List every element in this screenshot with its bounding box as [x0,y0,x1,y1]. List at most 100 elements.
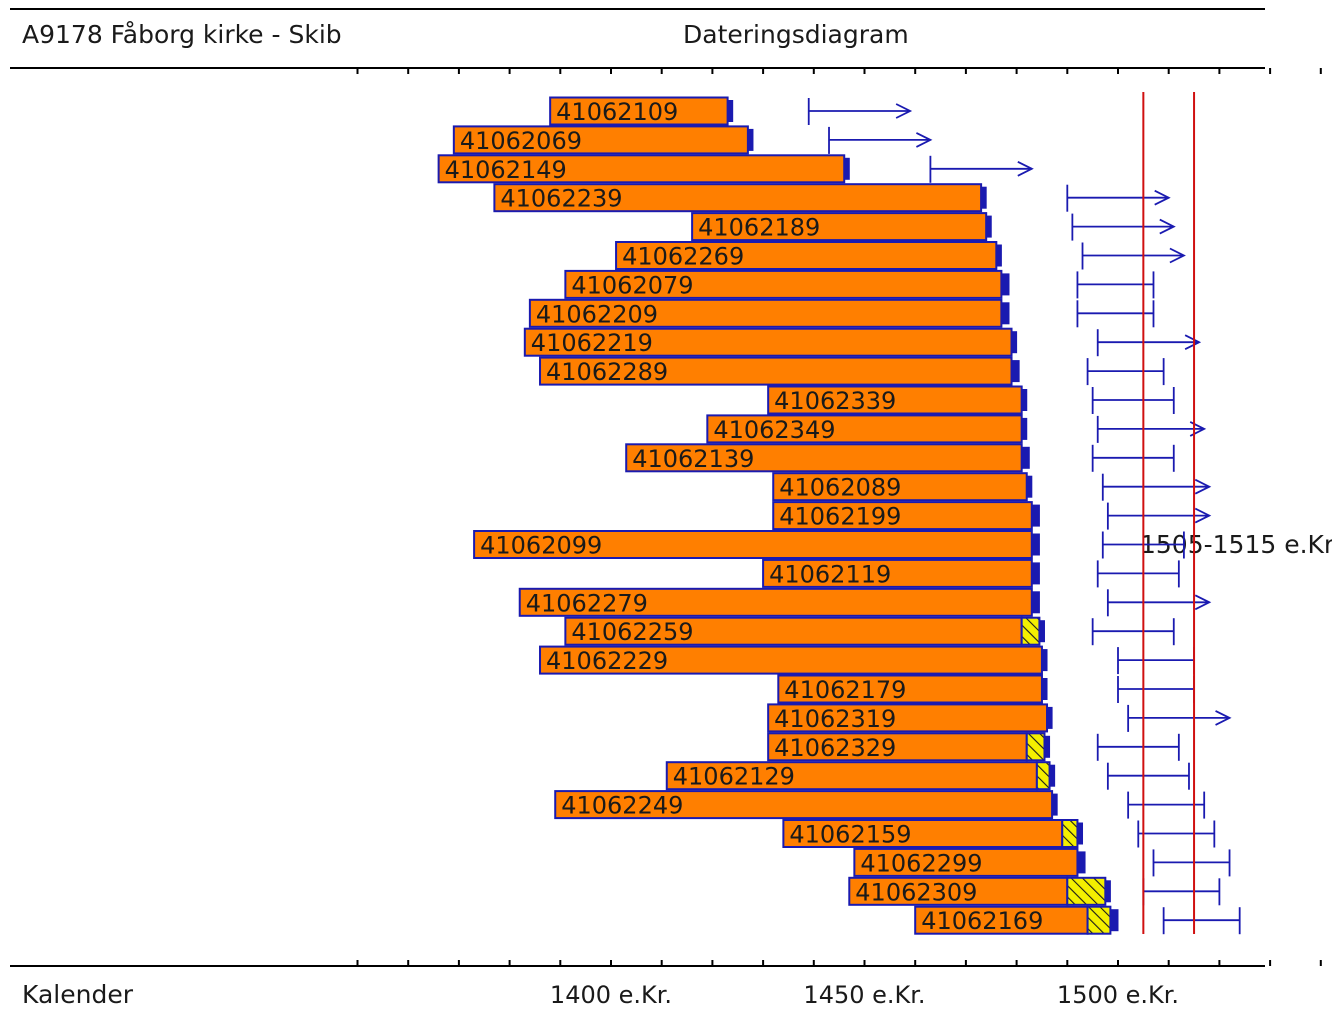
dating-range-41062299 [1152,849,1231,877]
sample-bar-41062089: 41062089 [772,472,1033,502]
dating-range-41062179 [1117,676,1195,703]
dating-range-41062119 [1096,560,1180,588]
heartwood-bar [665,761,1038,791]
range-arrow [916,132,933,148]
sample-bar-41062109: 41062109 [549,96,734,126]
sample-bar-41062079: 41062079 [564,269,1010,299]
range-arrow [1184,334,1202,351]
sample-bar-41062119: 41062119 [762,558,1040,588]
dating-range-41062209 [1076,300,1155,328]
sample-label: 41062239 [500,185,622,213]
end-marker [1041,649,1048,672]
heartwood-bar [437,154,846,184]
dating-range-41062279 [1106,589,1212,617]
sapwood-segment [1086,905,1112,935]
dating-range-41062339 [1091,387,1175,414]
sample-label: 41062119 [769,560,891,588]
end-marker [980,186,987,209]
heartwood-bar [452,125,749,155]
sapwood-segment [1020,616,1041,646]
x-tick-label: 1450 e.Kr. [803,981,925,1009]
dating-range-41062109 [807,98,913,125]
sample-bar-41062209: 41062209 [528,298,1010,328]
dating-range-41062129 [1106,762,1190,790]
sample-label: 41062129 [673,763,795,791]
sample-bar-41062189: 41062189 [691,212,992,242]
end-marker [995,244,1002,267]
end-marker [1026,475,1033,498]
end-marker [1021,417,1028,440]
sample-bar-41062159: 41062159 [782,819,1084,849]
dating-range-41062149 [929,155,1034,183]
range-arrow [1017,160,1034,177]
x-tick-label: 1500 e.Kr. [1057,981,1179,1009]
end-marker [1000,273,1010,296]
range-arrow [1154,189,1171,206]
end-marker [1021,389,1028,411]
heartwood-bar [473,530,1033,559]
heartwood-bar [549,96,729,126]
sample-bar-41062319: 41062319 [767,703,1053,733]
chart-title: A9178 Fåborg kirke - Skib [22,20,342,49]
heartwood-bar [518,587,1033,617]
sample-bar-41062349: 41062349 [706,414,1028,444]
sample-label: 41062089 [779,474,901,502]
range-arrow [1215,710,1232,726]
end-marker [1109,909,1119,932]
chart-subtitle: Dateringsdiagram [683,20,909,49]
dating-ranges [807,98,1241,935]
sample-bar-41062229: 41062229 [539,645,1048,675]
heartwood-bar [554,790,1054,820]
range-arrow [1194,507,1212,524]
sapwood-segment [1066,876,1107,906]
sample-label: 41062299 [860,849,982,877]
sample-label: 41062149 [445,156,567,184]
sample-label: 41062289 [546,358,668,386]
dating-range-41062239 [1066,184,1171,212]
end-marker [1038,620,1045,643]
end-marker [1031,533,1040,556]
sample-label: 41062259 [571,618,693,646]
sample-label: 41062309 [855,878,977,906]
heartwood-bar [528,298,1003,328]
end-marker [1051,793,1058,816]
end-marker [1011,331,1018,354]
dating-range-41062159 [1137,820,1216,848]
end-marker [1076,822,1084,845]
range-arrow [895,103,913,119]
sapwood-segment [1061,819,1079,848]
dating-range-41062249 [1127,791,1206,819]
sample-bar-41062149: 41062149 [437,154,850,184]
end-marker [1041,678,1048,700]
dating-range-41062269 [1081,242,1186,270]
end-marker [1000,302,1010,325]
sample-label: 41062079 [571,271,693,299]
end-marker [1076,851,1086,874]
end-marker [747,128,754,151]
sample-label: 41062229 [546,647,668,675]
dating-range-41062079 [1076,271,1155,299]
range-arrow [1194,594,1212,611]
sample-label: 41062199 [779,503,901,531]
sample-label: 41062249 [561,792,683,820]
end-marker [985,215,992,238]
range-arrow [1194,478,1212,495]
sample-bar-41062269: 41062269 [615,241,1002,271]
end-marker [1104,880,1111,903]
dating-range-41062329 [1096,733,1180,761]
sample-label: 41062339 [774,387,896,415]
end-marker [1021,446,1030,469]
heartwood-bar [772,472,1028,502]
dating-range-41062309 [1142,878,1221,906]
heartwood-bar [706,414,1023,444]
heartwood-bar [767,703,1049,733]
heartwood-bar [539,645,1043,675]
end-marker [1049,764,1056,787]
sample-label: 41062069 [460,127,582,155]
sample-bar-41062199: 41062199 [772,501,1040,531]
end-marker [1011,360,1020,383]
dating-range-41062349 [1096,415,1207,443]
sample-label: 41062329 [774,734,896,762]
